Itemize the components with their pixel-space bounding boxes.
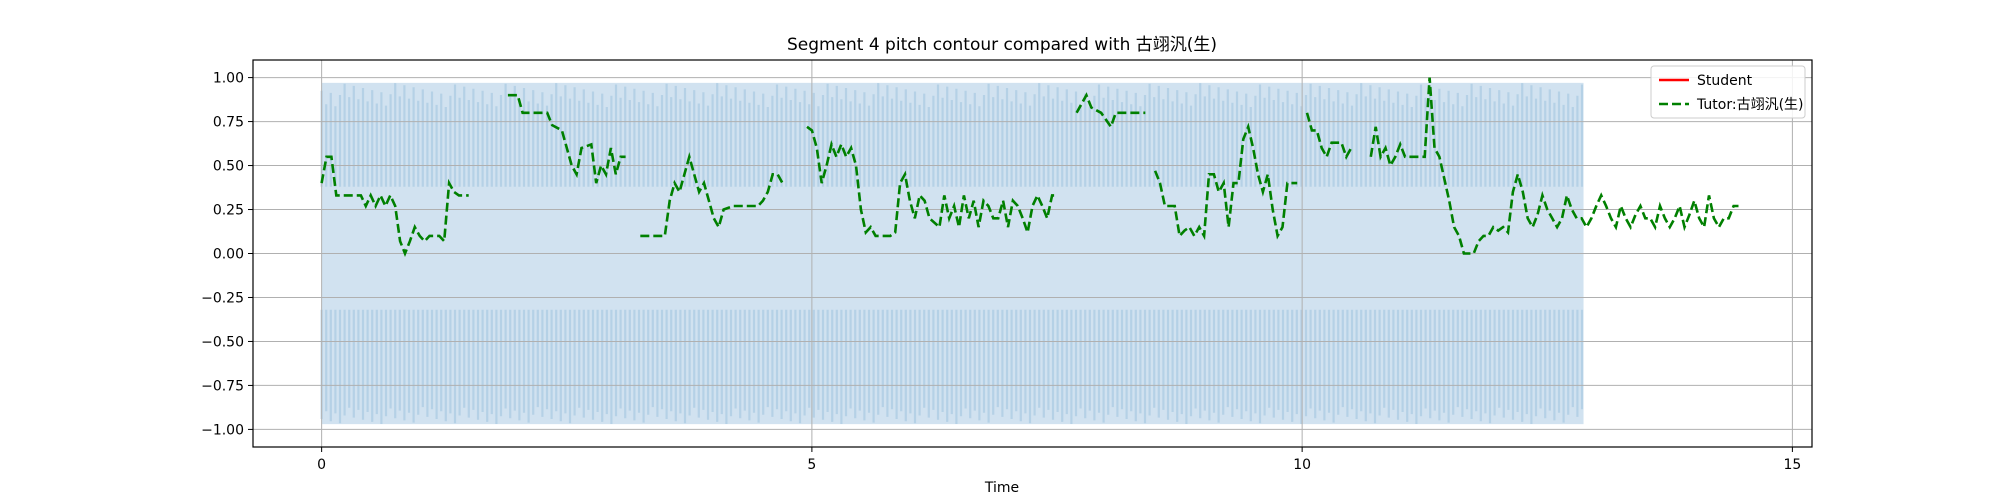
series-line-segment	[1075, 92, 1146, 130]
y-tick-label: −1.00	[201, 422, 244, 438]
plot-area: 0 5 10 15 1.00 0.75 0.50 0.25 0.00 −0.25 −0.50 −0.7…	[201, 59, 1813, 473]
y-tick-label: 0.25	[213, 203, 244, 219]
x-tick-label: 5	[807, 457, 816, 473]
series-line-segment	[1153, 122, 1298, 241]
legend-box	[1650, 65, 1806, 119]
series-line-segment	[1369, 77, 1739, 255]
y-tick-label: −0.25	[201, 290, 244, 306]
series-line-segment	[320, 155, 469, 258]
y-tick-label: 1.00	[213, 71, 244, 87]
y-tick-label: 0.00	[213, 247, 244, 263]
legend: Student Tutor:古翊汎(生)	[1650, 65, 1806, 119]
series-line-segment	[507, 93, 626, 184]
legend-entry-label: Student	[1697, 73, 1753, 89]
y-tick-label: −0.50	[201, 334, 244, 350]
series-line-segment	[1305, 112, 1353, 160]
y-tick-label: 0.50	[213, 159, 244, 175]
series-2	[320, 77, 1739, 258]
x-axis-label: Time	[984, 480, 1019, 496]
y-tick-label: −0.75	[201, 378, 244, 394]
legend-entry-label: Tutor:古翊汎(生)	[1696, 97, 1804, 113]
chart-title: Segment 4 pitch contour compared with 古翊…	[787, 35, 1217, 55]
series-line-segment	[806, 125, 1057, 238]
x-tick-label: 15	[1783, 457, 1801, 473]
x-tick-label: 0	[317, 457, 326, 473]
x-tick-label: 10	[1293, 457, 1311, 473]
series-line-segment	[640, 151, 784, 238]
y-tick-label: 0.75	[213, 115, 244, 131]
